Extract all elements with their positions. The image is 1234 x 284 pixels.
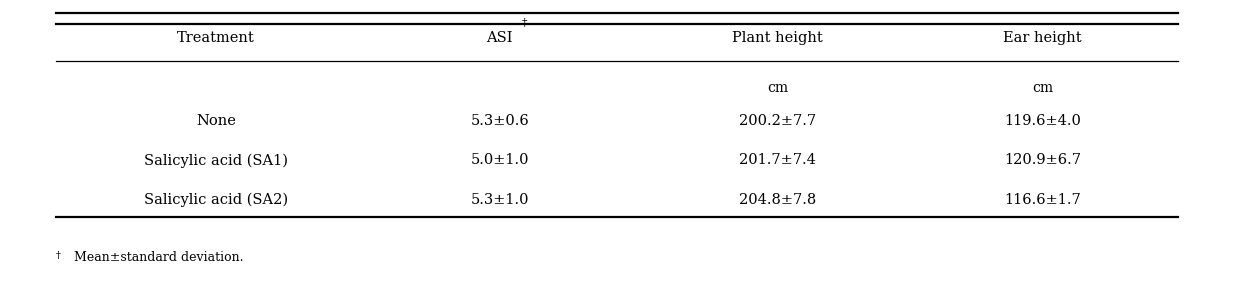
Text: 116.6±1.7: 116.6±1.7 xyxy=(1004,193,1081,207)
Text: Ear height: Ear height xyxy=(1003,31,1082,45)
Text: 119.6±4.0: 119.6±4.0 xyxy=(1004,114,1081,128)
Text: cm: cm xyxy=(1032,81,1054,95)
Text: 204.8±7.8: 204.8±7.8 xyxy=(739,193,816,207)
Text: ASI: ASI xyxy=(486,31,513,45)
Text: Mean±standard deviation.: Mean±standard deviation. xyxy=(70,251,244,264)
Text: 201.7±7.4: 201.7±7.4 xyxy=(739,153,816,168)
Text: 5.3±1.0: 5.3±1.0 xyxy=(470,193,529,207)
Text: 5.3±0.6: 5.3±0.6 xyxy=(470,114,529,128)
Text: Treatment: Treatment xyxy=(176,31,255,45)
Text: Salicylic acid (SA1): Salicylic acid (SA1) xyxy=(144,153,288,168)
Text: 5.0±1.0: 5.0±1.0 xyxy=(470,153,529,168)
Text: None: None xyxy=(196,114,236,128)
Text: Salicylic acid (SA2): Salicylic acid (SA2) xyxy=(144,193,288,207)
Text: Plant height: Plant height xyxy=(732,31,823,45)
Text: †: † xyxy=(56,251,60,260)
Text: †: † xyxy=(522,18,527,28)
Text: cm: cm xyxy=(766,81,789,95)
Text: 200.2±7.7: 200.2±7.7 xyxy=(739,114,816,128)
Text: 120.9±6.7: 120.9±6.7 xyxy=(1004,153,1081,168)
